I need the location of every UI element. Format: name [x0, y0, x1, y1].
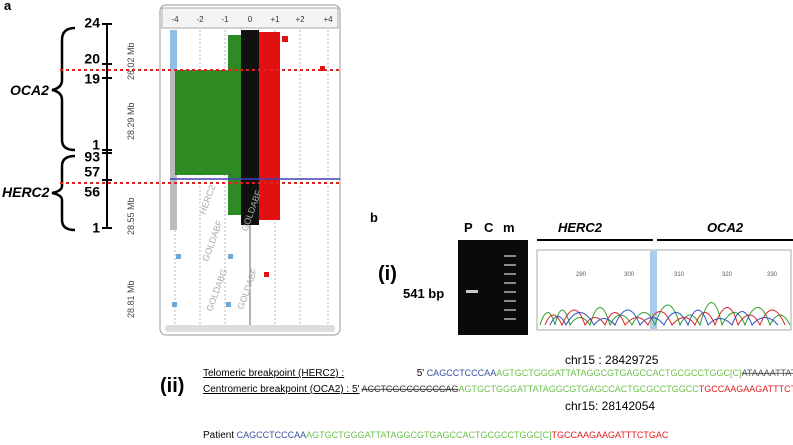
position-label: 28.29 Mb [126, 102, 136, 140]
seq-title: Patient [203, 430, 234, 441]
axis-label: 57 [84, 164, 100, 180]
gel [458, 240, 528, 335]
position-label: 28.55 Mb [126, 197, 136, 235]
dot [264, 272, 269, 277]
seq-part: [C] [730, 368, 742, 378]
plot-header [161, 7, 339, 29]
chromatogram [536, 249, 792, 331]
scatter-block [228, 35, 243, 215]
left-axis: 24 20 19 1 93 57 56 1 [84, 15, 100, 236]
seq-part: ACCTCGGCCCCCCAG [361, 384, 458, 394]
axis-label: 20 [84, 51, 100, 67]
lane-label: C [484, 220, 494, 235]
track [170, 70, 177, 230]
seq-title: Centromeric breakpoint (OCA2) : 5' [203, 384, 360, 395]
trace-tick: 290 [576, 272, 587, 278]
track [170, 30, 177, 70]
axis-label: 19 [84, 71, 100, 87]
scrollbar [165, 325, 335, 332]
gene-label: OCA2 [707, 220, 744, 235]
sub-label: (i) [378, 263, 397, 285]
trace-tick: 320 [722, 272, 733, 278]
seq-part: TGCCAAGAAGATTTCTGAC [552, 430, 669, 440]
dot [176, 254, 181, 259]
seq-part: AGTGCTGGGATTATAGGCGTGAGCCACTGCGCCTGGC [306, 430, 540, 440]
lane-label: m [503, 220, 515, 235]
trace-ticks: 290 300 310 320 330 [576, 272, 778, 278]
tick-label: 0 [248, 15, 253, 24]
trace-tick: 300 [624, 272, 635, 278]
trace [544, 307, 786, 327]
seq-part: TGCCAAGAAGATTTCTGAC [699, 384, 793, 394]
axis-label: 1 [92, 220, 100, 236]
axis-label: 93 [84, 149, 100, 165]
tick-label: -1 [221, 15, 229, 24]
size-label: 541 bp [403, 286, 444, 301]
sub-label: (ii) [160, 375, 184, 397]
sequence-line: Centromeric breakpoint (OCA2) : 5' ACCTC… [203, 384, 793, 395]
brace [51, 154, 76, 232]
scatter-block [241, 30, 259, 225]
position-label: 28.02 Mb [126, 42, 136, 80]
tick-label: -4 [171, 15, 179, 24]
sequence-line: Telomeric breakpoint (HERC2) : 5' CAGCCT… [203, 368, 793, 379]
seq-part: CAGCCTCCCAA [237, 430, 307, 440]
tick-label: +1 [270, 15, 280, 24]
lane-label: P [464, 220, 473, 235]
trace-tick: 310 [674, 272, 685, 278]
tick-label: +2 [295, 15, 305, 24]
panel-label: a [4, 0, 12, 13]
highlight [650, 251, 657, 329]
seq-part: AGTGCTGGGATTATAGGCGTGAGCCACTGCGCCTGGC [496, 368, 730, 378]
gene-label: OCA2 [10, 82, 49, 98]
scatter-block [256, 32, 280, 220]
dot [226, 302, 231, 307]
trace [539, 302, 791, 327]
tick-label: -2 [196, 15, 204, 24]
sequence-line: Patient CAGCCTCCCAAAGTGCTGGGATTATAGGCGTG… [203, 430, 669, 441]
ticks [102, 23, 112, 229]
coordinate: chr15 : 28429725 [565, 353, 659, 367]
gene-label: HERC2 [558, 220, 603, 235]
seq-part: ATAAAATTATTAATACATATATTG [742, 368, 793, 378]
axis-label: 1 [92, 137, 100, 153]
seq-end: 5' [417, 368, 425, 379]
dot [320, 66, 325, 71]
top-ticks: -4 -2 -1 0 +1 +2 +4 [171, 15, 333, 24]
brace [51, 26, 76, 152]
seq-part: AGTGCTGGGATTATAGGCGTGAGCCACTGCGCCTGGCC [458, 384, 699, 394]
trace [549, 309, 779, 327]
gene-label: HERC2 [2, 184, 50, 200]
axis-label: 56 [84, 184, 100, 200]
panel-label: b [370, 210, 378, 225]
gel-band [466, 290, 478, 293]
position-label: 28.81 Mb [126, 280, 136, 318]
coordinate: chr15: 28142054 [565, 399, 655, 413]
dot [172, 302, 177, 307]
axis-label: 24 [84, 15, 100, 31]
seq-part: [C] [540, 430, 552, 440]
dot [228, 254, 233, 259]
ladder [504, 255, 516, 320]
seq-title: Telomeric breakpoint (HERC2) : [203, 368, 344, 379]
dot [282, 36, 288, 42]
tick-label: +4 [323, 15, 333, 24]
trace-tick: 330 [767, 272, 778, 278]
seq-part: CAGCCTCCCAA [427, 368, 497, 378]
